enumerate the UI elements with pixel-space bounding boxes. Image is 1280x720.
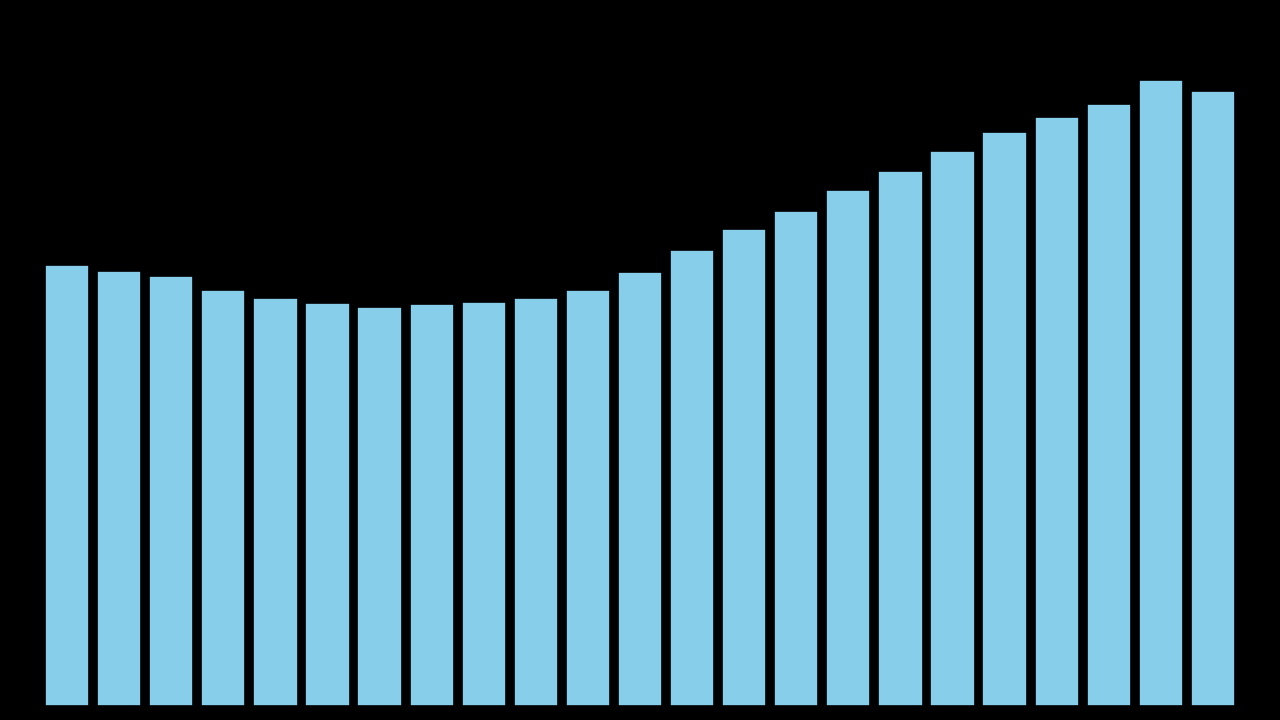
Bar <box>722 229 767 706</box>
Bar <box>878 171 923 706</box>
Bar <box>253 298 297 706</box>
Bar <box>357 307 402 706</box>
Bar <box>462 302 506 706</box>
Bar <box>1034 117 1079 706</box>
Bar <box>513 298 558 706</box>
Bar <box>669 250 714 706</box>
Bar <box>774 211 818 706</box>
Bar <box>1190 91 1235 706</box>
Bar <box>618 272 662 706</box>
Bar <box>410 305 454 706</box>
Bar <box>306 303 349 706</box>
Bar <box>45 266 90 706</box>
Bar <box>983 132 1027 706</box>
Bar <box>826 190 870 706</box>
Bar <box>148 276 193 706</box>
Bar <box>97 271 141 706</box>
Bar <box>1139 80 1183 706</box>
Bar <box>566 290 611 706</box>
Bar <box>201 290 246 706</box>
Bar <box>931 151 974 706</box>
Bar <box>1087 104 1132 706</box>
